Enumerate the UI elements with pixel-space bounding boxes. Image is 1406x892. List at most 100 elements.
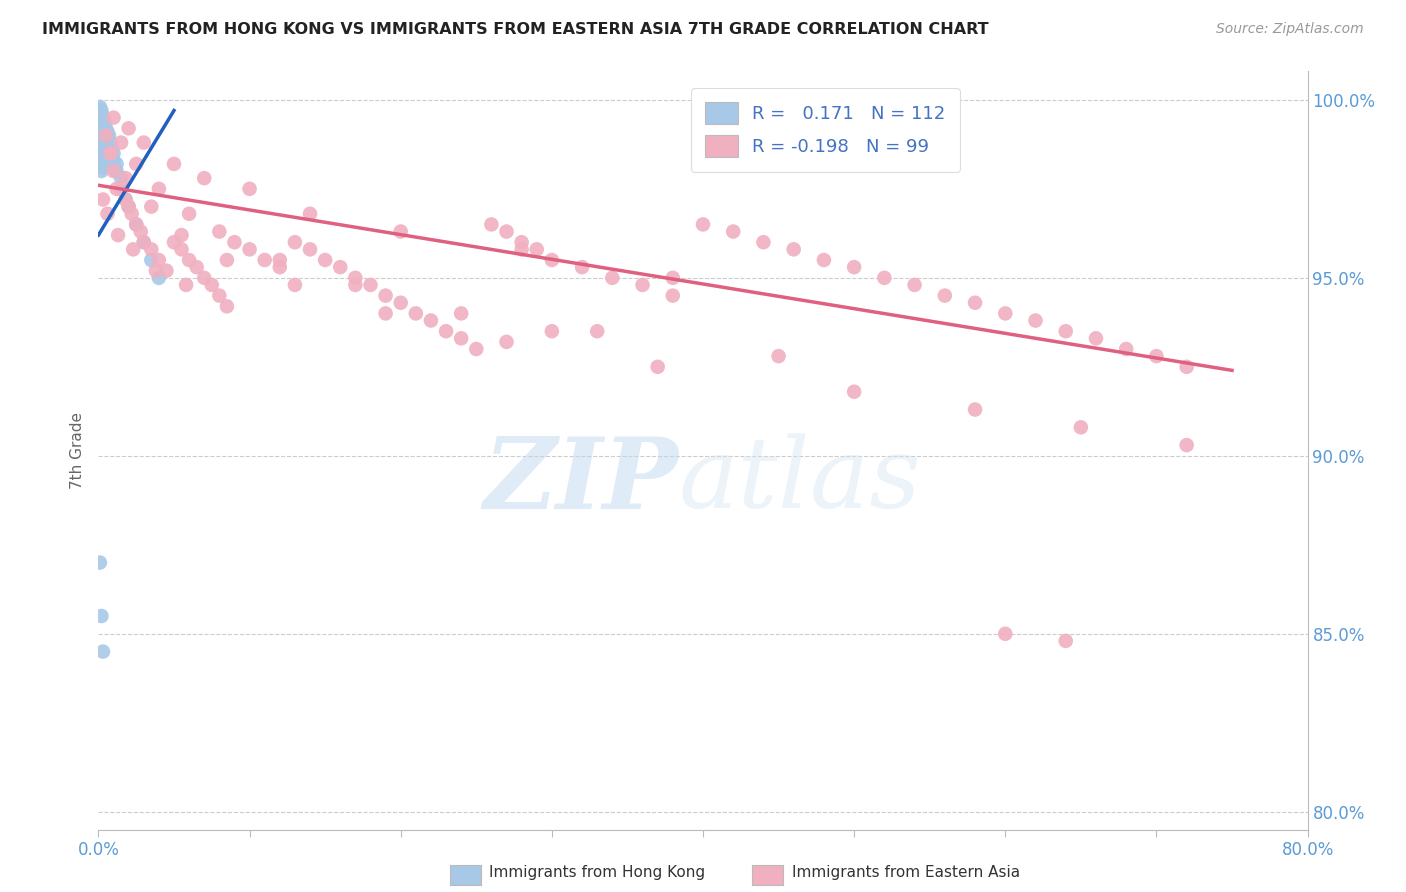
Point: [91, 139, 114, 153]
Point: [89, 111, 111, 125]
Point: [510, 243, 533, 257]
Point: [269, 253, 291, 268]
Point: [93, 136, 115, 150]
Point: [90, 164, 112, 178]
Point: [98, 136, 121, 150]
Point: [125, 157, 148, 171]
Point: [118, 200, 141, 214]
Point: [450, 306, 472, 320]
Point: [118, 200, 141, 214]
Point: [125, 218, 148, 232]
Point: [284, 277, 307, 292]
Point: [96, 139, 118, 153]
Point: [208, 288, 231, 302]
Text: Immigrants from Hong Kong: Immigrants from Hong Kong: [489, 865, 706, 880]
Point: [96, 125, 118, 139]
Point: [89, 114, 111, 128]
Point: [631, 277, 654, 292]
Point: [90, 143, 112, 157]
Point: [329, 260, 352, 274]
Text: IMMIGRANTS FROM HONG KONG VS IMMIGRANTS FROM EASTERN ASIA 7TH GRADE CORRELATION : IMMIGRANTS FROM HONG KONG VS IMMIGRANTS …: [42, 22, 988, 37]
Point: [314, 253, 336, 268]
Point: [965, 402, 987, 417]
Text: Immigrants from Eastern Asia: Immigrants from Eastern Asia: [792, 865, 1019, 880]
Point: [89, 121, 111, 136]
Point: [904, 277, 927, 292]
Point: [661, 270, 683, 285]
Point: [994, 306, 1017, 320]
Point: [269, 260, 291, 274]
Point: [344, 270, 367, 285]
Point: [586, 324, 609, 338]
Point: [179, 207, 201, 221]
Point: [100, 150, 122, 164]
Point: [481, 218, 503, 232]
Point: [1054, 633, 1077, 648]
Point: [132, 235, 155, 250]
Point: [692, 218, 714, 232]
Point: [934, 288, 956, 302]
Point: [186, 260, 208, 274]
Point: [94, 121, 117, 136]
Point: [89, 118, 111, 132]
Point: [90, 150, 112, 164]
Point: [1085, 331, 1108, 345]
Point: [100, 146, 122, 161]
Point: [89, 146, 111, 161]
Point: [208, 225, 231, 239]
Point: [360, 277, 382, 292]
Point: [495, 225, 517, 239]
Point: [94, 150, 117, 164]
Point: [253, 253, 276, 268]
Point: [510, 235, 533, 250]
Point: [103, 111, 125, 125]
Point: [994, 627, 1017, 641]
Point: [93, 143, 115, 157]
Point: [193, 270, 215, 285]
Point: [118, 121, 141, 136]
Point: [141, 200, 163, 214]
Point: [91, 132, 114, 146]
Text: atlas: atlas: [679, 434, 921, 528]
Point: [1175, 438, 1198, 452]
Point: [96, 132, 118, 146]
Point: [374, 288, 396, 302]
Point: [114, 193, 136, 207]
Point: [110, 182, 132, 196]
Point: [602, 270, 624, 285]
Point: [141, 243, 163, 257]
Point: [1070, 420, 1092, 434]
Point: [90, 136, 112, 150]
Point: [89, 107, 111, 121]
Point: [405, 306, 427, 320]
Point: [571, 260, 593, 274]
Point: [215, 253, 238, 268]
Legend: R =   0.171   N = 112, R = -0.198   N = 99: R = 0.171 N = 112, R = -0.198 N = 99: [690, 88, 960, 172]
Point: [94, 128, 117, 143]
Point: [495, 334, 517, 349]
Point: [101, 143, 124, 157]
Point: [434, 324, 457, 338]
Point: [110, 136, 132, 150]
Point: [91, 644, 114, 658]
Point: [141, 253, 163, 268]
Point: [201, 277, 224, 292]
Point: [844, 384, 866, 399]
Point: [163, 235, 186, 250]
Point: [91, 146, 114, 161]
Point: [239, 182, 262, 196]
Point: [723, 225, 745, 239]
Point: [647, 359, 669, 374]
Point: [89, 556, 111, 570]
Text: Source: ZipAtlas.com: Source: ZipAtlas.com: [1216, 22, 1364, 37]
Point: [148, 270, 170, 285]
Point: [284, 235, 307, 250]
Point: [110, 182, 132, 196]
Point: [90, 114, 112, 128]
Point: [1024, 313, 1046, 327]
Point: [105, 182, 128, 196]
Point: [783, 243, 806, 257]
Point: [389, 295, 412, 310]
Point: [93, 121, 115, 136]
Point: [148, 182, 170, 196]
